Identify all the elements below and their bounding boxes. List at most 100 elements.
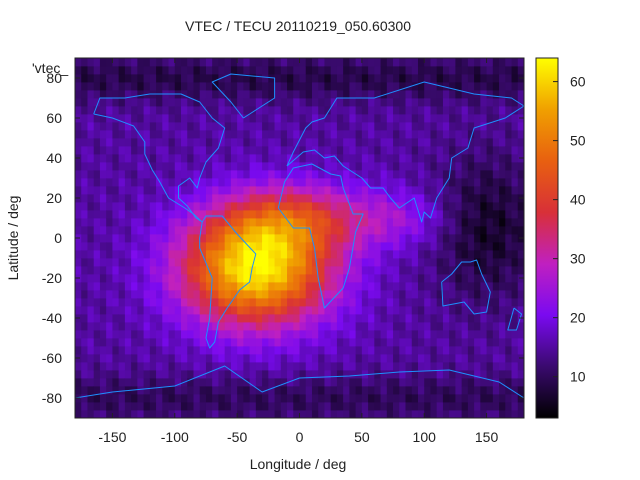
heat-cell — [399, 290, 406, 299]
heat-cell — [442, 146, 450, 155]
heat-cell — [411, 98, 419, 107]
heat-cell — [417, 266, 425, 275]
heat-cell — [106, 210, 113, 219]
heat-cell — [75, 90, 82, 99]
heat-cell — [218, 98, 226, 107]
heat-cell — [143, 282, 151, 291]
heat-cell — [243, 274, 251, 283]
heat-cell — [405, 210, 413, 219]
heat-cell — [455, 322, 463, 331]
heat-cell — [511, 106, 519, 115]
heat-cell — [492, 282, 500, 291]
heat-cell — [218, 250, 226, 259]
heat-cell — [461, 162, 469, 171]
heat-cell — [336, 82, 344, 91]
heat-cell — [486, 154, 494, 163]
heat-cell — [81, 314, 88, 323]
heat-cell — [143, 402, 151, 411]
heat-cell — [205, 218, 213, 227]
heat-cell — [455, 90, 463, 99]
heat-cell — [517, 378, 525, 387]
heat-cell — [386, 386, 394, 395]
heat-cell — [424, 194, 431, 203]
heat-cell — [449, 362, 456, 371]
heat-cell — [293, 314, 300, 323]
heat-cell — [143, 386, 151, 395]
heat-cell — [399, 362, 406, 371]
heat-cell — [336, 162, 344, 171]
heat-cell — [361, 210, 369, 219]
heat-cell — [374, 234, 381, 243]
heat-cell — [461, 122, 469, 131]
heat-cell — [243, 218, 251, 227]
heat-cell — [224, 162, 232, 171]
heat-cell — [268, 170, 275, 179]
heat-cell — [374, 202, 381, 211]
heat-cell — [368, 210, 375, 219]
heat-cell — [399, 82, 406, 91]
heat-cell — [149, 74, 157, 83]
heat-cell — [243, 298, 251, 307]
heat-cell — [156, 82, 163, 91]
heat-cell — [93, 386, 101, 395]
heat-cell — [131, 186, 138, 195]
heat-cell — [449, 370, 456, 379]
heat-cell — [417, 146, 425, 155]
heat-cell — [149, 242, 157, 251]
heat-cell — [274, 98, 282, 107]
heat-cell — [106, 186, 113, 195]
heat-cell — [505, 362, 512, 371]
heat-cell — [424, 146, 431, 155]
heat-cell — [243, 162, 251, 171]
heat-cell — [374, 330, 381, 339]
heat-cell — [311, 178, 319, 187]
heat-cell — [324, 330, 332, 339]
heat-cell — [181, 194, 188, 203]
heat-cell — [118, 194, 126, 203]
heat-cell — [436, 290, 444, 299]
heat-cell — [311, 226, 319, 235]
heat-cell — [380, 210, 388, 219]
heat-cell — [124, 346, 132, 355]
heat-cell — [280, 66, 288, 75]
heat-cell — [274, 194, 282, 203]
heat-cell — [75, 322, 82, 331]
heat-cell — [411, 386, 419, 395]
heat-cell — [81, 242, 88, 251]
heat-cell — [237, 98, 244, 107]
heat-cell — [199, 378, 207, 387]
heat-cell — [405, 154, 413, 163]
heat-cell — [230, 338, 238, 347]
heat-cell — [374, 130, 381, 139]
heat-cell — [118, 338, 126, 347]
heat-cell — [380, 346, 388, 355]
heat-cell — [305, 258, 313, 267]
heat-cell — [230, 178, 238, 187]
heat-cell — [174, 210, 182, 219]
heat-cell — [87, 178, 95, 187]
heat-cell — [386, 202, 394, 211]
heat-cell — [93, 338, 101, 347]
heat-cell — [199, 130, 207, 139]
heat-cell — [399, 410, 406, 419]
heat-cell — [324, 90, 332, 99]
heat-cell — [112, 306, 120, 315]
heat-cell — [99, 114, 107, 123]
heat-cell — [143, 202, 151, 211]
heat-cell — [511, 362, 519, 371]
heat-cell — [374, 178, 381, 187]
heat-cell — [499, 66, 506, 75]
heat-cell — [343, 306, 350, 315]
heat-cell — [93, 346, 101, 355]
heat-cell — [492, 258, 500, 267]
heat-cell — [461, 266, 469, 275]
heat-cell — [237, 362, 244, 371]
heat-cell — [243, 170, 251, 179]
heat-cell — [218, 130, 226, 139]
heat-cell — [305, 314, 313, 323]
heat-cell — [131, 98, 138, 107]
coastline-overlay — [74, 73, 525, 399]
heat-cell — [499, 162, 506, 171]
heat-cell — [262, 226, 269, 235]
heat-cell — [411, 282, 419, 291]
